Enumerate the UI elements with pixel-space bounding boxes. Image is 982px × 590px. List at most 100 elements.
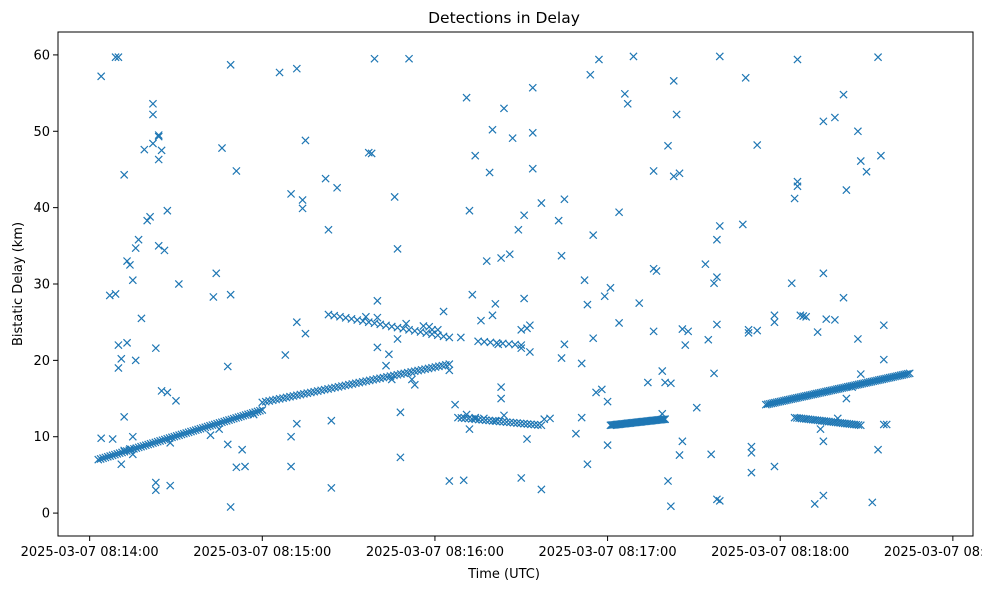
data-point <box>111 289 120 298</box>
data-point <box>445 333 454 342</box>
data-point <box>525 321 534 330</box>
data-point <box>384 350 393 359</box>
data-point <box>165 434 174 443</box>
data-point <box>813 328 822 337</box>
data-point <box>675 451 684 460</box>
data-point <box>770 462 779 471</box>
data-point <box>482 257 491 266</box>
data-point <box>492 417 501 426</box>
data-point <box>157 386 166 395</box>
data-point <box>715 221 724 230</box>
data-point <box>148 110 157 119</box>
data-point <box>738 220 747 229</box>
data-point <box>215 418 224 427</box>
data-point <box>462 93 471 102</box>
data-point <box>105 291 114 300</box>
data-point <box>226 60 235 69</box>
data-point <box>226 502 235 512</box>
data-point <box>583 460 592 469</box>
data-point <box>217 418 226 427</box>
data-point <box>114 341 123 350</box>
data-point <box>476 316 485 325</box>
data-point <box>134 235 143 244</box>
data-point <box>802 312 811 321</box>
data-point <box>678 325 687 334</box>
data-point <box>862 167 871 176</box>
data-point <box>710 279 719 288</box>
data-point <box>131 244 140 253</box>
data-point <box>146 212 155 221</box>
data-point <box>160 435 169 444</box>
data-point <box>324 225 333 234</box>
data-point <box>506 418 515 427</box>
data-point <box>710 369 719 378</box>
data-point <box>301 329 310 338</box>
data-point <box>114 363 123 373</box>
data-point <box>488 311 497 320</box>
data-point <box>770 318 779 327</box>
data-point <box>770 311 779 320</box>
data-point <box>537 199 546 208</box>
data-point <box>163 388 172 397</box>
data-point <box>182 428 191 438</box>
data-point <box>163 434 172 443</box>
data-point <box>445 366 454 375</box>
x-axis-ticks: 2025-03-07 08:14:00 2025-03-07 08:15:00 20… <box>21 536 982 560</box>
data-point <box>96 454 105 463</box>
data-point <box>210 420 219 429</box>
data-point <box>615 318 624 327</box>
data-point <box>471 415 480 424</box>
data-point <box>661 415 670 424</box>
data-point <box>712 235 721 244</box>
data-point <box>287 189 296 198</box>
data-point <box>373 313 382 322</box>
data-point <box>184 428 193 437</box>
data-point <box>842 186 851 195</box>
data-point <box>675 169 684 178</box>
data-point <box>205 421 215 430</box>
data-point <box>223 440 232 449</box>
data-point <box>396 408 405 417</box>
data-point <box>171 396 180 405</box>
data-point <box>856 157 865 166</box>
data-point <box>407 375 416 384</box>
data-point <box>127 445 136 454</box>
y-tick-label: 0 <box>42 507 50 522</box>
data-point <box>522 434 532 444</box>
data-point <box>222 416 231 425</box>
data-point <box>819 491 828 500</box>
data-point <box>517 341 526 350</box>
data-point <box>129 444 138 453</box>
data-point <box>819 269 828 278</box>
data-point <box>659 415 668 424</box>
data-point <box>525 347 534 356</box>
data-point <box>830 315 839 324</box>
data-point <box>393 334 402 344</box>
data-point <box>453 413 462 422</box>
data-point <box>154 155 163 164</box>
data-point <box>597 385 606 394</box>
data-point <box>854 420 863 430</box>
data-point <box>157 146 166 155</box>
data-point <box>586 70 595 79</box>
data-point <box>246 409 255 418</box>
data-point <box>226 290 235 299</box>
y-tick-label: 30 <box>33 278 50 293</box>
data-point <box>191 426 200 435</box>
x-tick-label: 2025-03-07 08:16:00 <box>366 545 504 560</box>
data-point <box>652 266 661 276</box>
data-point <box>526 420 535 429</box>
data-point <box>594 55 603 64</box>
data-point <box>519 419 529 428</box>
data-point <box>117 354 126 363</box>
data-point <box>537 421 546 430</box>
data-point <box>672 110 681 119</box>
data-point <box>822 315 831 324</box>
data-point <box>151 486 160 495</box>
data-point <box>485 416 494 425</box>
data-point <box>248 408 257 417</box>
data-point <box>381 361 391 370</box>
data-point <box>120 412 129 421</box>
data-point <box>146 439 155 448</box>
data-point <box>196 424 205 433</box>
